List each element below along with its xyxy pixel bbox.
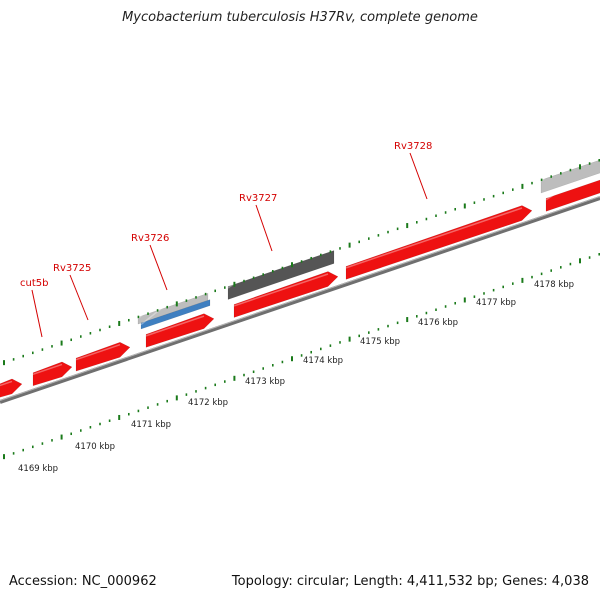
gene-label-4: Rv3727: [239, 193, 277, 204]
gene-arrow-3: [75, 341, 131, 372]
feature-dark-1-shine: [227, 213, 335, 289]
feature-gray-2: [540, 159, 600, 194]
gene-label-1: cut5b: [20, 278, 48, 289]
gene-arrow-6-shine: [345, 207, 523, 269]
gene-arrow-6: [345, 205, 533, 280]
gene-arrow-2-shine: [32, 363, 63, 375]
gene-arrow-3-shine: [75, 343, 121, 361]
kbp-label-7: 4175 kbp: [360, 337, 400, 347]
gene-leader-1: [31, 289, 43, 338]
gene-leader-3: [149, 244, 168, 291]
kbp-label-4: 4172 kbp: [188, 398, 228, 408]
kbp-label-2: 4170 kbp: [75, 442, 115, 452]
feature-gray-2-shine: [540, 125, 600, 183]
gene-arrow-5: [233, 271, 339, 318]
kbp-label-8: 4176 kbp: [418, 318, 458, 328]
gene-arrow-4: [145, 313, 215, 348]
gene-leader-5: [409, 152, 428, 200]
gene-label-2: Rv3725: [53, 263, 91, 274]
feature-blue-1: [140, 299, 211, 330]
feature-blue-1-shine: [140, 269, 211, 326]
gene-label-3: Rv3726: [131, 233, 169, 244]
feature-gray-1: [137, 292, 209, 325]
gene-arrow-5-shine: [233, 273, 329, 307]
gene-arrow-2: [32, 361, 73, 387]
gene-leader-2: [69, 274, 89, 321]
map-title: Mycobacterium tuberculosis H37Rv, comple…: [122, 10, 478, 25]
feature-dark-1: [227, 250, 335, 300]
gene-arrow-1-shine: [0, 380, 13, 387]
gene-arrow-4-shine: [145, 315, 205, 337]
gene-leader-4: [255, 204, 273, 252]
accession-text: Accession: NC_000962: [9, 574, 157, 589]
genome-summary-text: Topology: circular; Length: 4,411,532 bp…: [231, 574, 589, 589]
kbp-label-10: 4178 kbp: [534, 280, 574, 290]
kbp-label-9: 4177 kbp: [476, 298, 516, 308]
kbp-label-1: 4169 kbp: [18, 464, 58, 474]
gene-label-5: Rv3728: [394, 141, 432, 152]
feature-gray-1-shine: [137, 256, 209, 320]
kbp-label-6: 4174 kbp: [303, 356, 343, 366]
kbp-label-5: 4173 kbp: [245, 377, 285, 387]
gene-arrow-1: [0, 378, 23, 398]
backbone-highlight: [0, 196, 600, 401]
gene-arrow-7: [545, 179, 600, 212]
kbp-label-3: 4171 kbp: [131, 420, 171, 430]
backbone-line: [0, 196, 600, 404]
